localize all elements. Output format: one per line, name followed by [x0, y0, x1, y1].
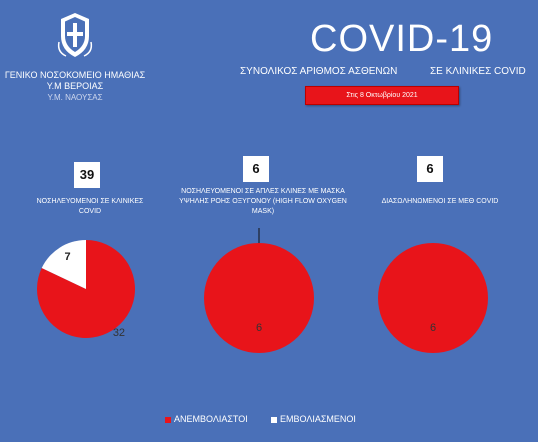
- pie-slice-vaccinated: [41, 240, 86, 289]
- hospital-unit-veria: Υ.Μ ΒΕΡΟΙΑΣ: [46, 81, 104, 91]
- total-count-icu: 6: [417, 156, 443, 182]
- legend-label: ΕΜΒΟΛΙΑΣΜΕΝΟΙ: [280, 414, 356, 424]
- total-count-high-flow: 6: [243, 156, 269, 182]
- hospital-name: ΓΕΝΙΚΟ ΝΟΣΟΚΟΜΕΙΟ ΗΜΑΘΙΑΣ: [4, 70, 146, 80]
- category-line: MASK): [251, 208, 275, 215]
- category-label-icu: ΔΙΑΣΩΛΗΝΩΜΕΝΟΙ ΣΕ ΜΕΘ COVID: [370, 197, 510, 207]
- legend-swatch-red: [165, 416, 171, 423]
- pie-data-label: 7: [65, 251, 71, 263]
- category-line: ΝΟΣΗΛΕΥΟΜΕΝΟΙ ΣΕ ΚΛΙΝΙΚΕΣ: [36, 198, 144, 205]
- pie-slice-unvaccinated: [378, 243, 488, 353]
- total-count-clinics: 39: [74, 162, 100, 188]
- hospital-unit-naousa: Υ.Μ. ΝΑΟΥΣΑΣ: [47, 93, 103, 102]
- category-line: ΔΙΑΣΩΛΗΝΩΜΕΝΟΙ ΣΕ ΜΕΘ COVID: [381, 198, 499, 205]
- page-title: COVID-19: [310, 18, 494, 60]
- legend-label: ΑΝΕΜΒΟΛΙΑΣΤΟΙ: [174, 414, 248, 424]
- category-label-high-flow: ΝΟΣΗΛΕΥΟΜΕΝΟΙ ΣΕ ΑΠΛΕΣ ΚΛΙΝΕΣ ΜΕ ΜΑΣΚΑ Υ…: [173, 187, 353, 217]
- category-line: COVID: [78, 208, 102, 215]
- category-line: ΥΨΗΛΗΣ ΡΟΗΣ ΟΞΥΓΟΝΟΥ (HIGH FLOW OXYGEN: [179, 198, 347, 205]
- category-line: ΝΟΣΗΛΕΥΟΜΕΝΟΙ ΣΕ ΑΠΛΕΣ ΚΛΙΝΕΣ ΜΕ ΜΑΣΚΑ: [181, 188, 345, 195]
- pie-data-label: 32: [113, 327, 125, 339]
- legend-item-unvaccinated: ΑΝΕΜΒΟΛΙΑΣΤΟΙ: [165, 414, 248, 424]
- legend-item-vaccinated: ΕΜΒΟΛΙΑΣΜΕΝΟΙ: [271, 414, 356, 424]
- subtitle-covid-clinics: ΣΕ ΚΛΙΝΙΚΕΣ COVID: [430, 66, 526, 77]
- legend-swatch-white: [271, 416, 277, 423]
- subtitle-total-patients: ΣΥΝΟΛΙΚΟΣ ΑΡΙΘΜΟΣ ΑΣΘΕΝΩΝ: [240, 66, 398, 77]
- category-label-clinics: ΝΟΣΗΛΕΥΟΜΕΝΟΙ ΣΕ ΚΛΙΝΙΚΕΣ COVID: [20, 197, 160, 217]
- greek-emblem-icon: [57, 13, 93, 57]
- pie-data-label: 6: [430, 322, 436, 334]
- pie-slice-unvaccinated: [204, 243, 314, 353]
- pie-data-label: 6: [256, 322, 262, 334]
- date-badge: Στις 8 Οκτωβρίου 2021: [305, 86, 459, 105]
